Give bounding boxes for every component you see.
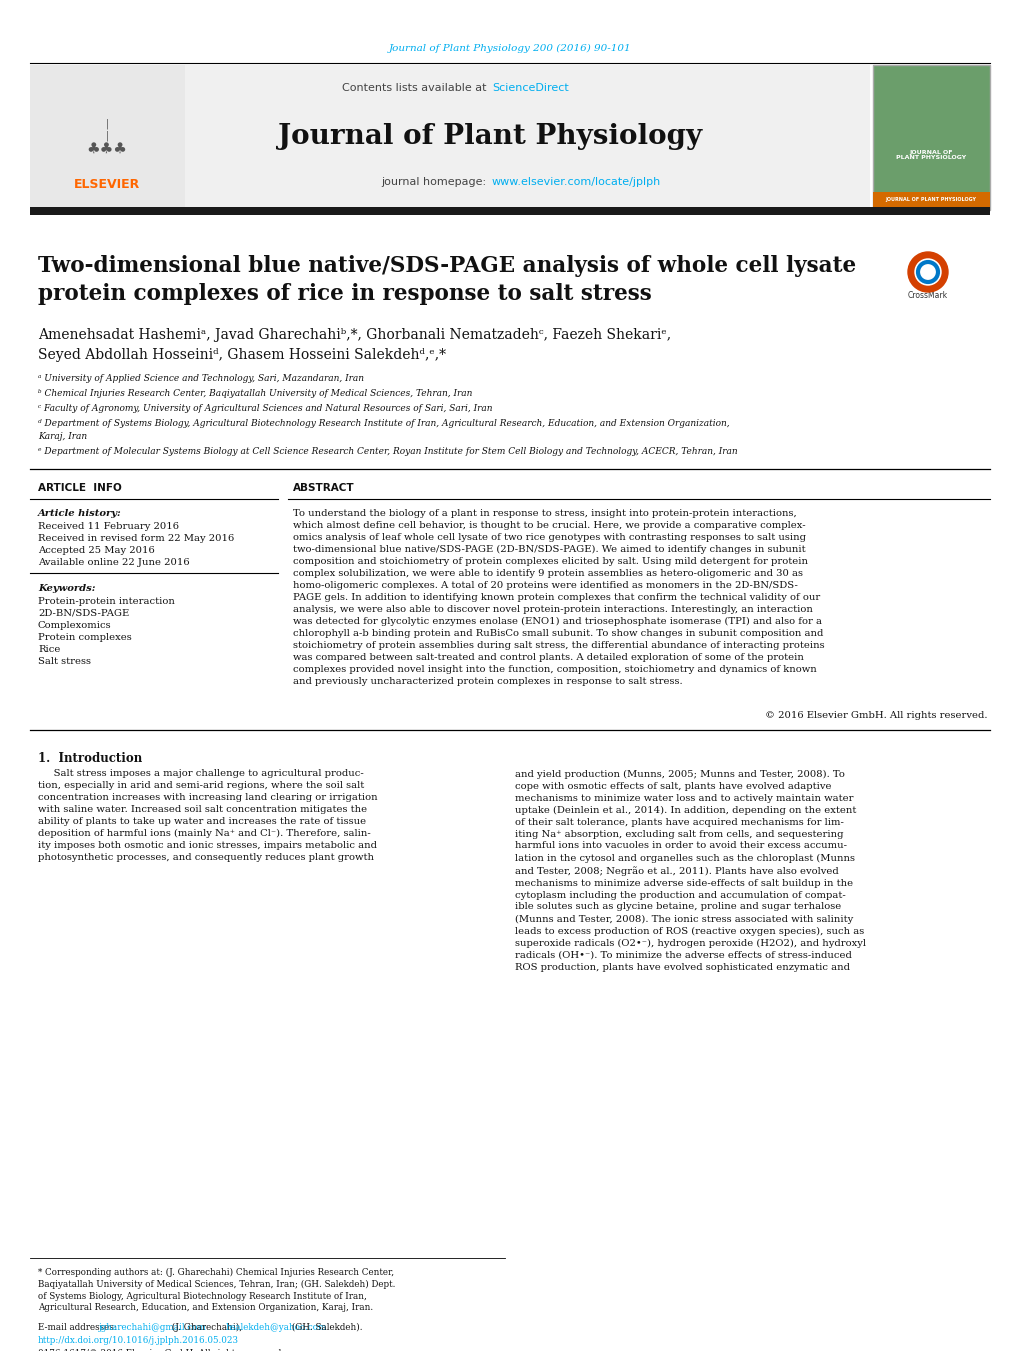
Text: ᵉ Department of Molecular Systems Biology at Cell Science Research Center, Royan: ᵉ Department of Molecular Systems Biolog… [38,447,737,457]
Bar [872,65,989,209]
Text: ᵈ Department of Systems Biology, Agricultural Biotechnology Research Institute o: ᵈ Department of Systems Biology, Agricul… [38,419,729,428]
Text: Journal of Plant Physiology 200 (2016) 90-101: Journal of Plant Physiology 200 (2016) 9… [388,43,631,53]
Text: http://dx.doi.org/10.1016/j.jplph.2016.05.023: http://dx.doi.org/10.1016/j.jplph.2016.0… [38,1336,238,1346]
Text: Karaj, Iran: Karaj, Iran [38,432,87,440]
Text: ᵇ Chemical Injuries Research Center, Baqiyatallah University of Medical Sciences: ᵇ Chemical Injuries Research Center, Baq… [38,389,472,399]
Text: Protein-protein interaction: Protein-protein interaction [38,597,174,607]
Text: Received 11 February 2016: Received 11 February 2016 [38,521,178,531]
Text: Contents lists available at: Contents lists available at [341,82,489,93]
Text: |
|: | | [105,119,108,142]
Text: Protein complexes: Protein complexes [38,634,131,642]
Text: ᶜ Faculty of Agronomy, University of Agricultural Sciences and Natural Resources: ᶜ Faculty of Agronomy, University of Agr… [38,404,492,413]
Text: 1.  Introduction: 1. Introduction [38,751,142,765]
Text: ♣♣♣: ♣♣♣ [87,141,127,155]
Text: Received in revised form 22 May 2016: Received in revised form 22 May 2016 [38,534,234,543]
Text: * Corresponding authors at: (J. Gharechahi) Chemical Injuries Research Center,
B: * Corresponding authors at: (J. Gharecha… [38,1269,395,1312]
Text: Available online 22 June 2016: Available online 22 June 2016 [38,558,190,567]
Bar [30,65,869,209]
Text: Two-dimensional blue native/SDS-PAGE analysis of whole cell lysate
protein compl: Two-dimensional blue native/SDS-PAGE ana… [38,255,855,305]
Text: ᵃ University of Applied Science and Technology, Sari, Mazandaran, Iran: ᵃ University of Applied Science and Tech… [38,374,364,382]
Text: Complexomics: Complexomics [38,621,111,630]
Text: JOURNAL OF
PLANT PHYSIOLOGY: JOURNAL OF PLANT PHYSIOLOGY [895,150,965,161]
Text: ARTICLE  INFO: ARTICLE INFO [38,484,121,493]
Text: Seyed Abdollah Hosseiniᵈ, Ghasem Hosseini Salekdehᵈ,ᵉ,*: Seyed Abdollah Hosseiniᵈ, Ghasem Hossein… [38,349,445,362]
Text: hsalekdeh@yahoo.com: hsalekdeh@yahoo.com [225,1323,327,1332]
Text: 2D-BN/SDS-PAGE: 2D-BN/SDS-PAGE [38,609,129,617]
Text: Journal of Plant Physiology: Journal of Plant Physiology [277,123,701,150]
Circle shape [907,253,947,292]
Text: To understand the biology of a plant in response to stress, insight into protein: To understand the biology of a plant in … [292,509,823,685]
Text: Rice: Rice [38,644,60,654]
Text: (GH. Salekdeh).: (GH. Salekdeh). [289,1323,363,1332]
Text: Article history:: Article history: [38,509,121,517]
Text: Amenehsadat Hashemiᵃ, Javad Gharechahiᵇ,*, Ghorbanali Nematzadehᶜ, Faezeh Shekar: Amenehsadat Hashemiᵃ, Javad Gharechahiᵇ,… [38,328,671,342]
Circle shape [914,259,941,285]
Text: and yield production (Munns, 2005; Munns and Tester, 2008). To
cope with osmotic: and yield production (Munns, 2005; Munns… [515,770,865,971]
Text: journal homepage:: journal homepage: [381,177,489,186]
Text: ABSTRACT: ABSTRACT [292,484,355,493]
Text: 0176-1617/© 2016 Elsevier GmbH. All rights reserved.: 0176-1617/© 2016 Elsevier GmbH. All righ… [38,1350,284,1351]
Text: Accepted 25 May 2016: Accepted 25 May 2016 [38,546,155,555]
Text: © 2016 Elsevier GmbH. All rights reserved.: © 2016 Elsevier GmbH. All rights reserve… [764,712,987,720]
Bar [872,192,989,209]
Text: Salt stress imposes a major challenge to agricultural produc-
tion, especially i: Salt stress imposes a major challenge to… [38,770,377,862]
Text: jgharechahi@gmail.com: jgharechahi@gmail.com [98,1323,206,1332]
Text: E-mail addresses:: E-mail addresses: [38,1323,119,1332]
Text: Salt stress: Salt stress [38,657,91,666]
Text: www.elsevier.com/locate/jplph: www.elsevier.com/locate/jplph [491,177,660,186]
Bar [30,65,184,209]
Text: JOURNAL OF PLANT PHYSIOLOGY: JOURNAL OF PLANT PHYSIOLOGY [884,197,975,203]
Bar [30,207,989,215]
Text: ScienceDirect: ScienceDirect [491,82,569,93]
Text: CrossMark: CrossMark [907,290,947,300]
Text: ELSEVIER: ELSEVIER [73,178,140,192]
Text: (J. Gharechahi),: (J. Gharechahi), [168,1323,242,1332]
Text: Keywords:: Keywords: [38,584,96,593]
